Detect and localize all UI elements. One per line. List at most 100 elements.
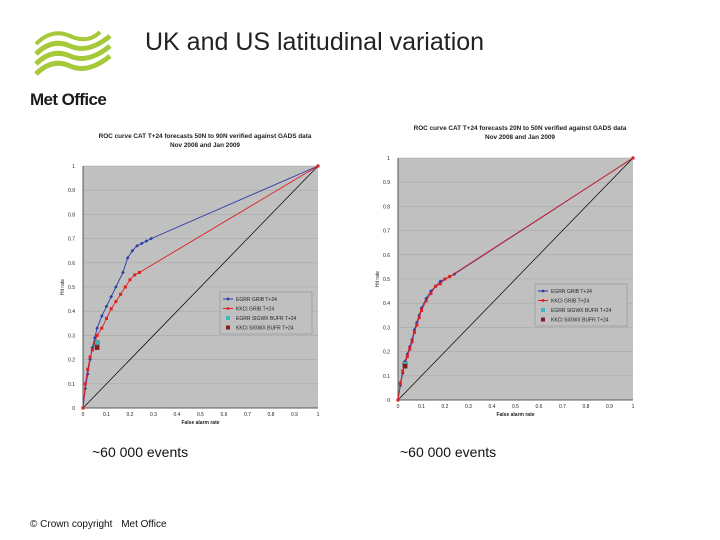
chart-1-title: ROC curve CAT T+24 forecasts 20N to 50N … — [414, 125, 627, 132]
chart-0-series-1-point — [137, 270, 141, 274]
chart-0-series-1-point — [90, 348, 94, 352]
chart-0-legend-marker-2 — [226, 316, 230, 320]
chart-0-y-tick-label: 0.9 — [68, 188, 75, 194]
chart-0-x-tick-label: 0.9 — [291, 412, 298, 418]
chart-1-legend-label-0: EGRR GRIB T+24 — [551, 289, 592, 295]
chart-1-series-1-point — [415, 323, 419, 327]
chart-0-y-tick-label: 0.2 — [68, 358, 75, 364]
chart-1-y-tick-label: 0.6 — [383, 253, 390, 259]
chart-0-x-tick-label: 0.6 — [221, 412, 228, 418]
chart-1-series-1-point — [398, 381, 402, 385]
chart-1-legend-marker-1 — [541, 299, 545, 302]
met-office-wave-icon — [34, 30, 112, 76]
chart-0-series-1-point — [109, 307, 113, 311]
chart-1-x-tick-label: 0.4 — [489, 404, 496, 410]
chart-0-legend-label-3: KKCI SIGWX BUFR T+24 — [236, 325, 294, 331]
chart-0-series-0-point — [125, 256, 130, 260]
chart-0-series-1-point — [133, 273, 137, 277]
chart-0-series-0-point — [149, 236, 153, 241]
copyright-text: © Crown copyright — [30, 519, 113, 530]
logo-text: Met Office — [30, 90, 107, 109]
chart-0-series-0-point — [109, 294, 113, 299]
chart-1-series-1-point — [412, 330, 416, 334]
chart-0-y-tick-label: 0 — [72, 406, 75, 412]
chart-1-subtitle: Nov 2008 and Jan 2009 — [485, 134, 555, 141]
chart-1-x-tick-label: 0.8 — [583, 404, 590, 410]
chart-0-y-tick-label: 0.3 — [68, 333, 75, 339]
chart-1-legend-marker-2 — [541, 308, 545, 312]
chart-1-series-0-point — [424, 296, 428, 301]
chart-0-series-0-point — [139, 241, 144, 246]
chart-1-series-1-point — [408, 347, 412, 351]
chart-1-y-tick-label: 1 — [387, 156, 390, 162]
chart-1-y-tick-label: 0.4 — [383, 301, 390, 307]
chart-1-legend-label-3: KKCI SIGWX BUFR T+24 — [551, 317, 609, 323]
chart-1-series-1-point — [417, 316, 421, 320]
caption-right: ~60 000 events — [400, 444, 497, 460]
chart-1-series-3-point — [402, 363, 408, 369]
chart-0-series-1-point — [95, 333, 99, 337]
chart-1-y-tick-label: 0.1 — [383, 374, 390, 380]
chart-1-series-1-point — [420, 308, 423, 312]
chart-1-series-1-point — [410, 340, 414, 344]
chart-0-series-2-point — [94, 340, 100, 346]
chart-1-series-1-point — [631, 156, 635, 160]
chart-1-y-tick-label: 0.9 — [383, 180, 390, 186]
slide-title: UK and US latitudinal variation — [145, 28, 485, 56]
chart-1-series-0-point — [452, 272, 457, 276]
chart-1-series-0-point — [429, 289, 433, 293]
chart-1-x-tick-label: 0.9 — [606, 404, 613, 410]
footer: © Crown copyright Met Office — [30, 519, 173, 530]
chart-0-x-tick-label: 0.3 — [150, 412, 157, 418]
roc-chart-left: ROC curve CAT T+24 forecasts 50N to 90N … — [55, 128, 335, 433]
chart-0-series-1-point — [119, 292, 123, 296]
chart-1-series-1-point — [443, 277, 447, 281]
chart-0-subtitle: Nov 2008 and Jan 2009 — [170, 142, 240, 149]
chart-1-series-1-point — [429, 292, 433, 296]
chart-0-y-tick-label: 0.7 — [68, 237, 75, 243]
chart-0-y-tick-label: 0.1 — [68, 382, 75, 388]
chart-0-title: ROC curve CAT T+24 forecasts 50N to 90N … — [99, 133, 312, 140]
roc-chart-right: ROC curve CAT T+24 forecasts 20N to 50N … — [370, 120, 650, 425]
chart-0-legend-marker-0 — [226, 297, 230, 301]
roc-chart-left-svg: ROC curve CAT T+24 forecasts 50N to 90N … — [60, 133, 320, 426]
chart-0-series-1-point — [88, 355, 92, 359]
chart-0-y-tick-label: 0.5 — [68, 285, 75, 291]
chart-0-series-1-point — [105, 316, 108, 320]
chart-0-series-1-point — [100, 326, 104, 330]
chart-0-series-0-point — [104, 304, 109, 309]
chart-1-y-tick-label: 0.5 — [383, 277, 390, 283]
chart-0-y-axis-label: Hit rate — [60, 279, 66, 295]
chart-1-series-1-point — [405, 354, 409, 358]
chart-1-legend-label-2: EGRR SIGWX BUFR T+24 — [551, 308, 612, 314]
chart-1-x-tick-label: 0.2 — [442, 404, 449, 410]
chart-1-y-tick-label: 0.3 — [383, 325, 390, 331]
chart-0-series-1-point — [81, 406, 85, 410]
chart-0-x-tick-label: 0.1 — [103, 412, 110, 418]
chart-1-y-tick-label: 0.7 — [383, 229, 390, 235]
chart-0-legend-label-2: EGRR SIGWX BUFR T+24 — [236, 316, 297, 322]
chart-1-series-0-point — [438, 279, 443, 284]
chart-0-series-1-point — [316, 164, 320, 168]
chart-0-x-tick-label: 0 — [82, 412, 85, 418]
chart-1-x-tick-label: 0 — [397, 404, 400, 410]
chart-0-legend-label-1: KKCI GRIB T+24 — [236, 306, 274, 312]
chart-0-x-tick-label: 0.8 — [268, 412, 275, 418]
chart-0-y-tick-label: 0.6 — [68, 261, 75, 267]
met-office-logo: Met Office — [30, 30, 126, 116]
chart-1-x-tick-label: 1 — [632, 404, 635, 410]
chart-1-series-0-point — [403, 359, 407, 364]
chart-0-legend-marker-1 — [226, 307, 230, 310]
chart-0-x-tick-label: 1 — [317, 412, 320, 418]
chart-0-x-tick-label: 0.7 — [244, 412, 251, 418]
chart-0-x-tick-label: 0.5 — [197, 412, 204, 418]
chart-0-y-tick-label: 1 — [72, 164, 75, 170]
chart-1-x-tick-label: 0.5 — [512, 404, 519, 410]
chart-0-diagonal-line — [82, 165, 319, 409]
chart-1-x-tick-label: 0.3 — [465, 404, 472, 410]
chart-0-series-0-point — [95, 326, 99, 330]
chart-1-x-axis-label: False alarm rate — [496, 412, 534, 418]
chart-0-x-axis-label: False alarm rate — [181, 420, 219, 426]
chart-0-x-tick-label: 0.2 — [127, 412, 134, 418]
chart-1-series-1-point — [438, 282, 442, 286]
